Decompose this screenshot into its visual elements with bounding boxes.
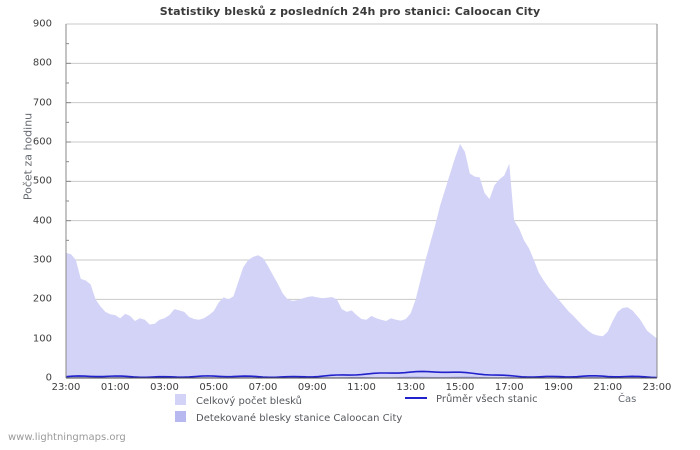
- legend-label-total: Celkový počet blesků: [196, 396, 303, 407]
- x-tick-label: 23:00: [51, 382, 81, 393]
- series-area-total: [66, 143, 657, 378]
- y-tick-label: 200: [32, 293, 52, 305]
- x-tick-label: 09:00: [297, 382, 327, 393]
- x-tick-label: 17:00: [494, 382, 524, 393]
- y-tick-label: 800: [32, 57, 52, 69]
- legend-swatch-detected: [175, 411, 186, 422]
- legend-label-average: Průměr všech stanic: [436, 394, 538, 405]
- x-tick-label: 03:00: [150, 382, 179, 393]
- y-tick-label: 300: [32, 254, 52, 266]
- y-tick-label: 600: [32, 136, 52, 148]
- y-tick-label: 500: [32, 175, 52, 187]
- series-line-average: [65, 370, 658, 379]
- x-axis-title: Čas: [618, 394, 637, 405]
- y-tick-label: 900: [32, 18, 52, 30]
- legend-item-total: Celkový počet blesků: [175, 394, 302, 407]
- legend-item-average: Průměr všech stanic: [405, 394, 538, 405]
- footer-url: www.lightningmaps.org: [8, 432, 126, 443]
- gridlines: [66, 23, 657, 340]
- legend-line-average: [405, 397, 427, 399]
- axis-frame: [65, 23, 658, 379]
- x-tick-label: 01:00: [100, 382, 130, 393]
- y-tick-label: 100: [32, 333, 52, 345]
- x-tick-label: 05:00: [199, 382, 229, 393]
- chart-legend: Celkový počet blesků Detekované blesky s…: [0, 392, 700, 428]
- chart-title: Statistiky blesků z posledních 24h pro s…: [159, 5, 541, 18]
- x-tick-label: 11:00: [347, 382, 376, 393]
- x-tick-label: 23:00: [642, 382, 672, 393]
- x-tick-label: 19:00: [544, 382, 573, 393]
- legend-item-detected: Detekované blesky stanice Caloocan City: [175, 411, 402, 424]
- x-tick-label: 15:00: [445, 382, 475, 393]
- x-tick-label: 07:00: [248, 382, 278, 393]
- legend-swatch-total: [175, 394, 186, 405]
- x-tick-label: 13:00: [396, 382, 426, 393]
- legend-label-detected: Detekované blesky stanice Caloocan City: [196, 413, 403, 424]
- x-tick-label: 21:00: [593, 382, 623, 393]
- y-tick-label: 700: [32, 97, 52, 109]
- y-tick-label: 400: [32, 215, 52, 227]
- y-tick-label: 0: [45, 372, 52, 384]
